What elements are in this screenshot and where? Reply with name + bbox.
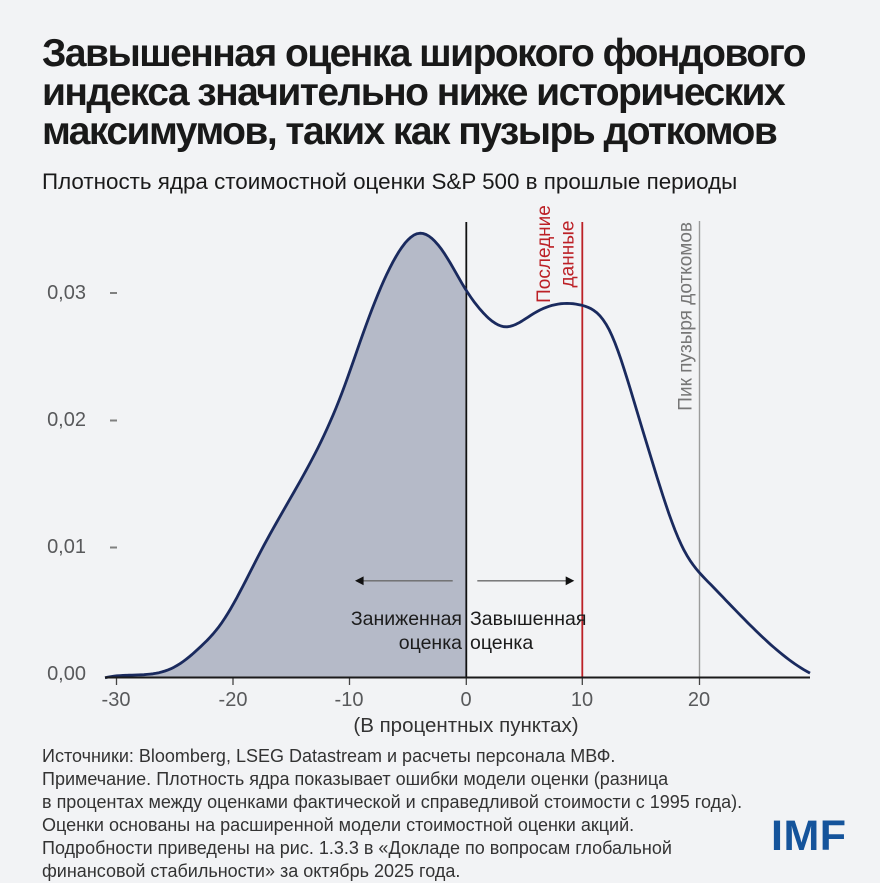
svg-text:данные: данные <box>558 221 579 288</box>
svg-text:Пик пузыря доткомов: Пик пузыря доткомов <box>676 222 697 411</box>
svg-text:Последние: Последние <box>534 205 555 303</box>
